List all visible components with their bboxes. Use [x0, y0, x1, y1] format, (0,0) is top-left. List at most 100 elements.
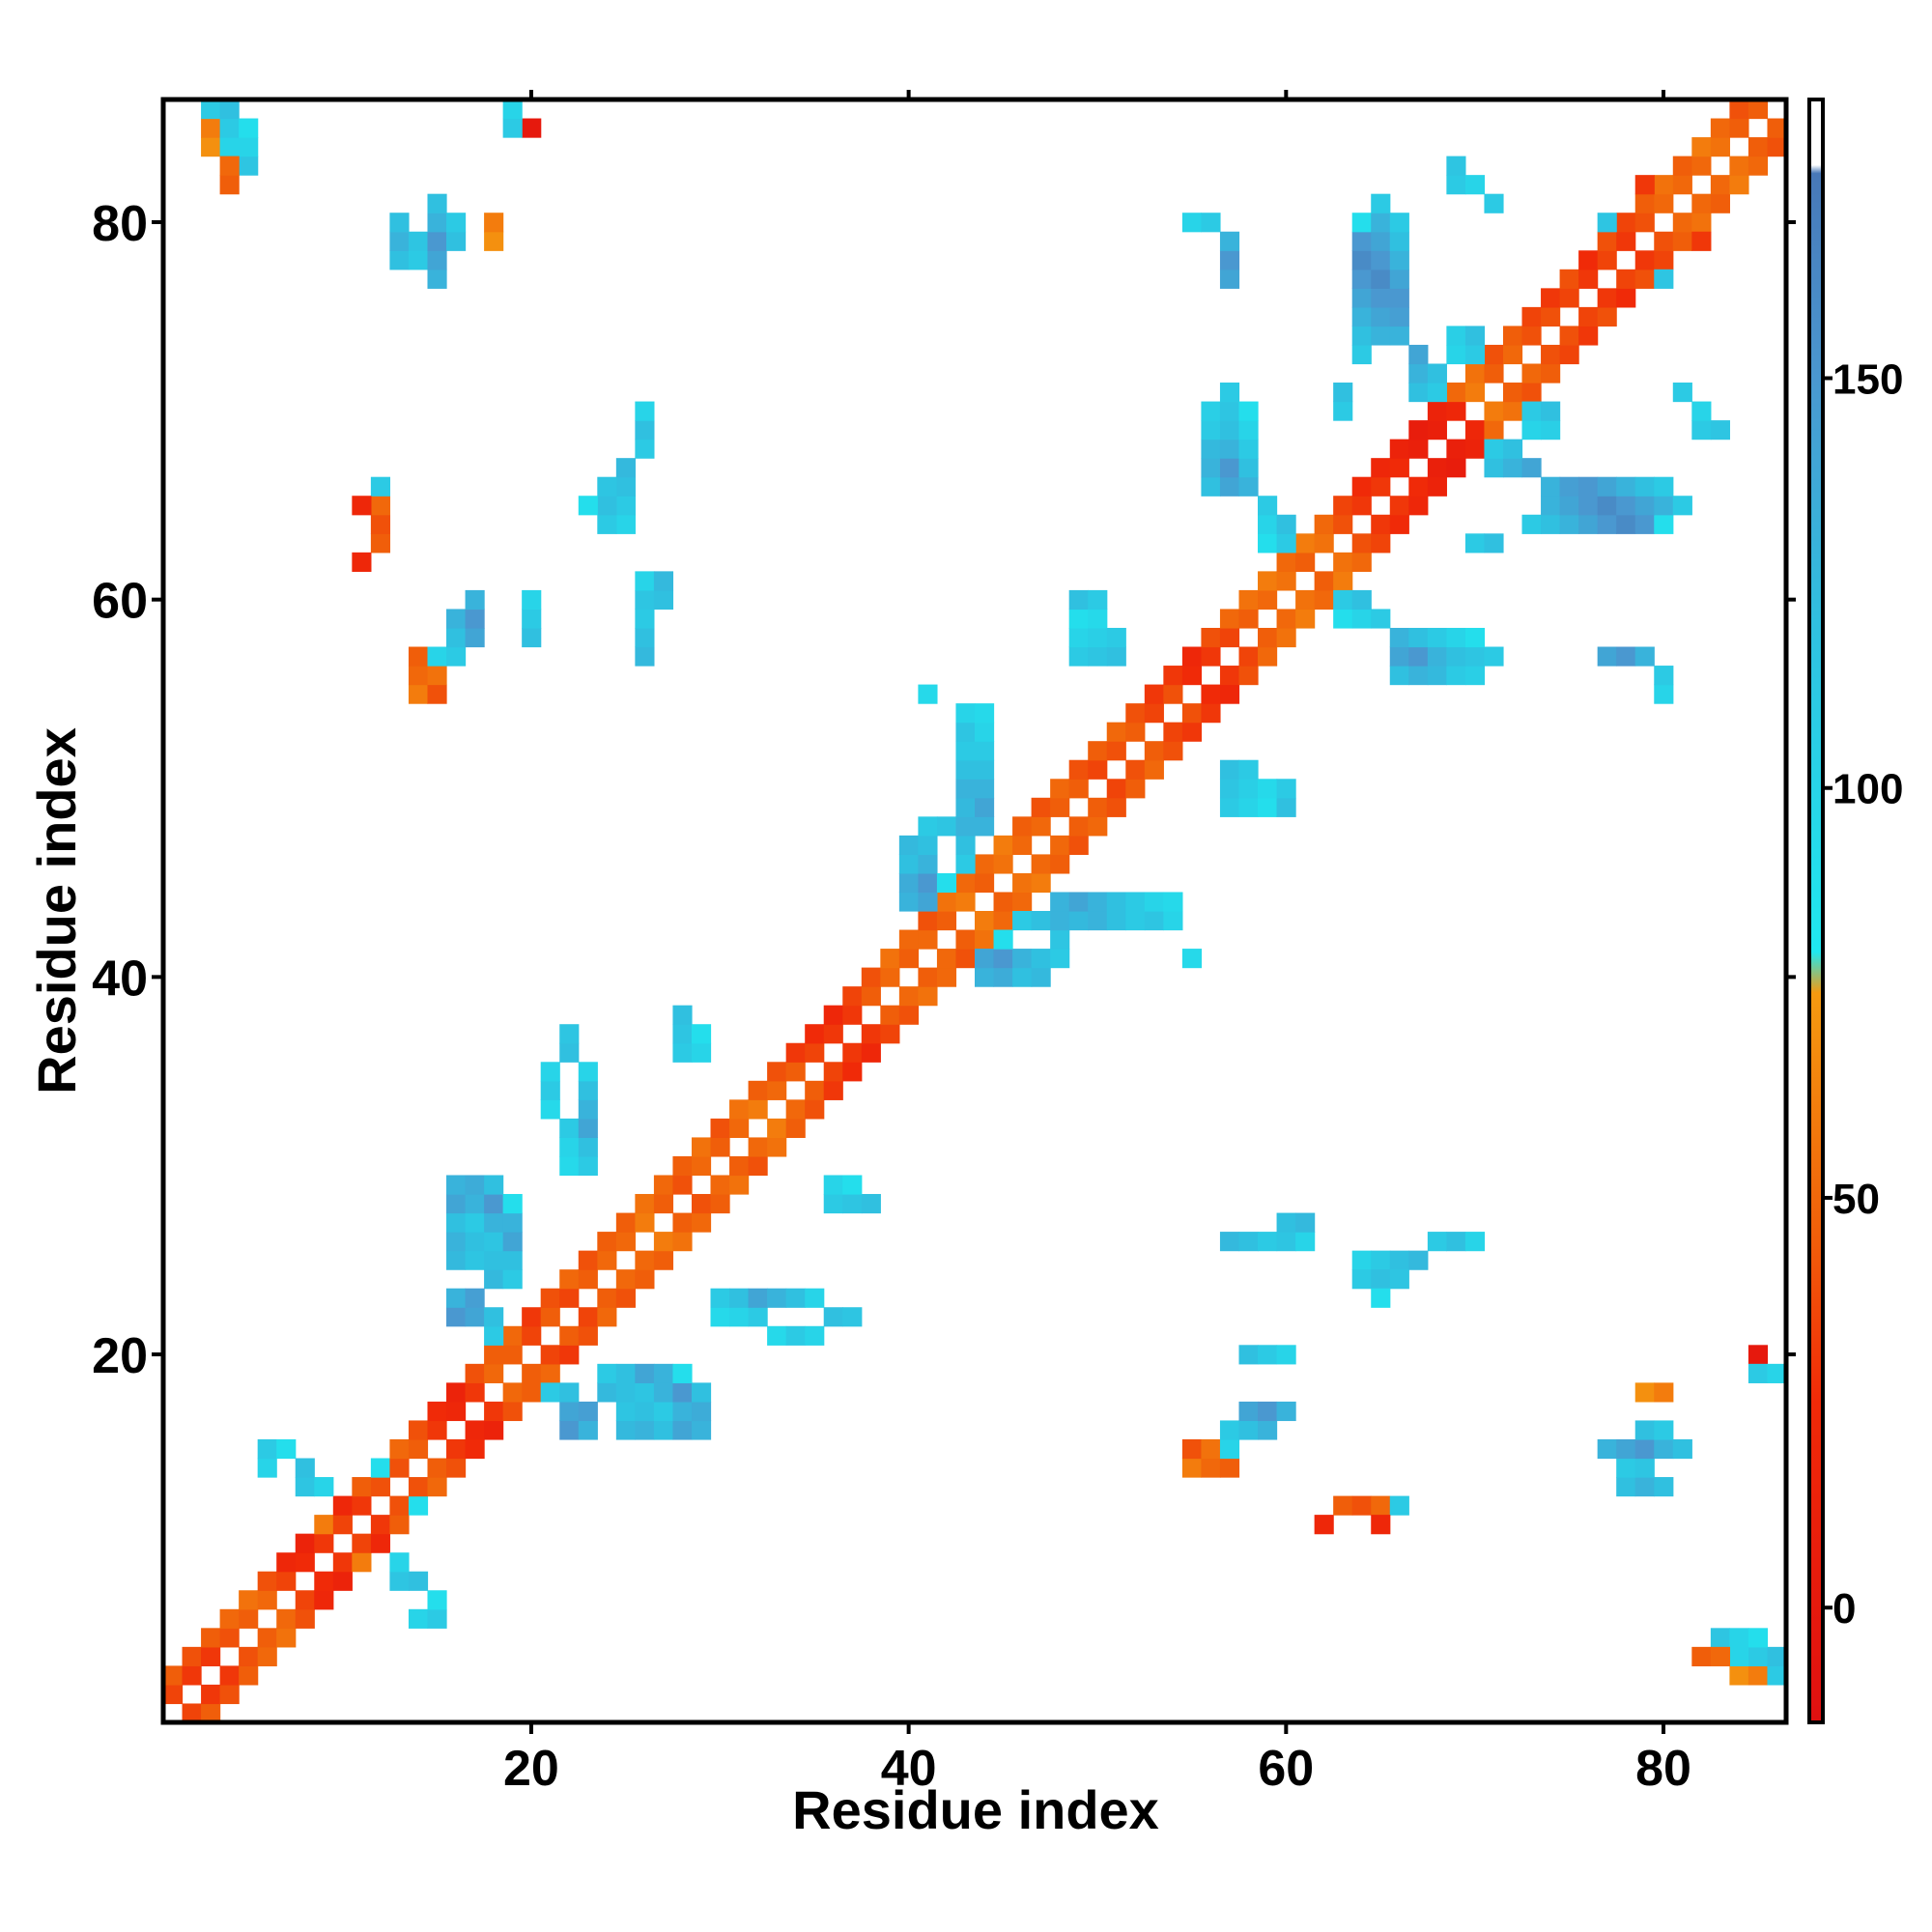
heatmap-cell: [1710, 137, 1730, 157]
heatmap-cell: [597, 1288, 617, 1308]
heatmap-cell: [1219, 666, 1240, 686]
heatmap-cell: [1125, 779, 1146, 799]
heatmap-cell: [1408, 363, 1429, 384]
heatmap-cell: [1634, 193, 1655, 213]
heatmap-cell: [729, 1175, 750, 1195]
heatmap-cell: [1389, 250, 1409, 270]
heatmap-cell: [993, 854, 1013, 874]
heatmap-cell: [502, 99, 523, 120]
heatmap-cell: [1125, 892, 1146, 912]
heatmap-cell: [276, 1438, 297, 1460]
heatmap-cell: [540, 1307, 560, 1327]
heatmap-cell: [955, 872, 976, 894]
heatmap-cell: [1578, 326, 1599, 346]
heatmap-cell: [1238, 589, 1259, 611]
heatmap-cell: [1181, 703, 1203, 724]
heatmap-cell: [465, 1438, 485, 1460]
heatmap-cell: [1672, 1438, 1692, 1460]
heatmap-cell: [918, 911, 938, 931]
heatmap-cell: [1446, 458, 1466, 478]
heatmap-cell: [559, 1401, 580, 1422]
heatmap-cell: [635, 589, 655, 611]
heatmap-cell: [1521, 306, 1542, 327]
heatmap-cell: [1125, 703, 1146, 724]
heatmap-cell: [1201, 627, 1221, 648]
heatmap-cell: [559, 1325, 580, 1346]
heatmap-cell: [748, 1137, 768, 1157]
heatmap-cell: [1106, 779, 1126, 799]
heatmap-cell: [653, 1232, 674, 1252]
heatmap-cell: [446, 1458, 467, 1478]
heatmap-cell: [1597, 1438, 1617, 1460]
heatmap-cell: [1578, 250, 1599, 270]
heatmap-cell: [842, 986, 863, 1007]
x-axis-label: Residue index: [792, 1779, 1159, 1840]
heatmap-cell: [691, 1024, 712, 1044]
heatmap-cell: [861, 967, 881, 987]
heatmap-cell: [295, 1533, 315, 1553]
heatmap-cell: [710, 1307, 730, 1327]
heatmap-cell: [842, 1307, 863, 1327]
heatmap-cell: [1484, 344, 1504, 365]
heatmap-cell: [1371, 1269, 1391, 1290]
heatmap-cell: [1050, 911, 1070, 931]
heatmap-cell: [1351, 533, 1372, 554]
heatmap-cell: [182, 1646, 202, 1666]
heatmap-cell: [1163, 666, 1183, 686]
heatmap-cell: [1541, 363, 1561, 384]
heatmap-cell: [1351, 269, 1372, 289]
heatmap-cell: [1351, 288, 1372, 308]
heatmap-cell: [1106, 797, 1126, 817]
heatmap-cell: [635, 1363, 655, 1383]
heatmap-cell: [1219, 797, 1240, 817]
heatmap-cell: [1181, 666, 1203, 686]
heatmap-cell: [1068, 835, 1089, 855]
colorbar-tick-label: 50: [1833, 1176, 1880, 1223]
heatmap-cell: [540, 1099, 560, 1120]
heatmap-cell: [1068, 646, 1089, 667]
heatmap-cell: [1219, 231, 1240, 251]
heatmap-cell: [1389, 231, 1409, 251]
heatmap-cell: [1144, 892, 1164, 912]
heatmap-cell: [1201, 401, 1221, 421]
heatmap-cell: [1333, 1495, 1353, 1516]
heatmap-cell: [276, 1571, 297, 1591]
heatmap-cell: [502, 1194, 523, 1214]
heatmap-cell: [785, 1099, 806, 1120]
heatmap-cell: [597, 1232, 617, 1252]
heatmap-cell: [427, 193, 447, 213]
heatmap-cell: [1031, 911, 1051, 931]
heatmap-cell: [1710, 1628, 1730, 1648]
heatmap-cell: [1578, 496, 1599, 516]
heatmap-cell: [805, 1024, 825, 1044]
heatmap-cell: [880, 1024, 900, 1044]
heatmap-cell: [1163, 911, 1183, 931]
heatmap-cell: [1068, 759, 1089, 780]
heatmap-cell: [805, 1288, 825, 1308]
heatmap-cell: [1408, 420, 1429, 440]
heatmap-cell: [1371, 1515, 1391, 1535]
heatmap-cell: [276, 1608, 297, 1629]
heatmap-cell: [842, 1175, 863, 1195]
heatmap-cell: [427, 646, 447, 667]
heatmap-cell: [672, 1005, 693, 1025]
heatmap-cell: [578, 1250, 598, 1270]
plot-frame: [160, 97, 1789, 1725]
heatmap-cell: [672, 1024, 693, 1044]
heatmap-cell: [1389, 1250, 1409, 1270]
heatmap-cell: [370, 1458, 391, 1478]
heatmap-cell: [729, 1288, 750, 1308]
heatmap-cell: [1634, 175, 1655, 195]
heatmap-cell: [1559, 344, 1579, 365]
heatmap-cell: [1389, 666, 1409, 686]
heatmap-cell: [1559, 496, 1579, 516]
heatmap-cell: [1238, 1420, 1259, 1440]
heatmap-cell: [540, 1345, 560, 1365]
heatmap-cell: [1276, 797, 1296, 817]
heatmap-cell: [1484, 193, 1504, 213]
heatmap-cell: [1088, 609, 1108, 629]
heatmap-cell: [1464, 627, 1486, 648]
heatmap-cell: [559, 1420, 580, 1440]
heatmap-cell: [1597, 476, 1617, 497]
heatmap-cell: [446, 213, 467, 233]
